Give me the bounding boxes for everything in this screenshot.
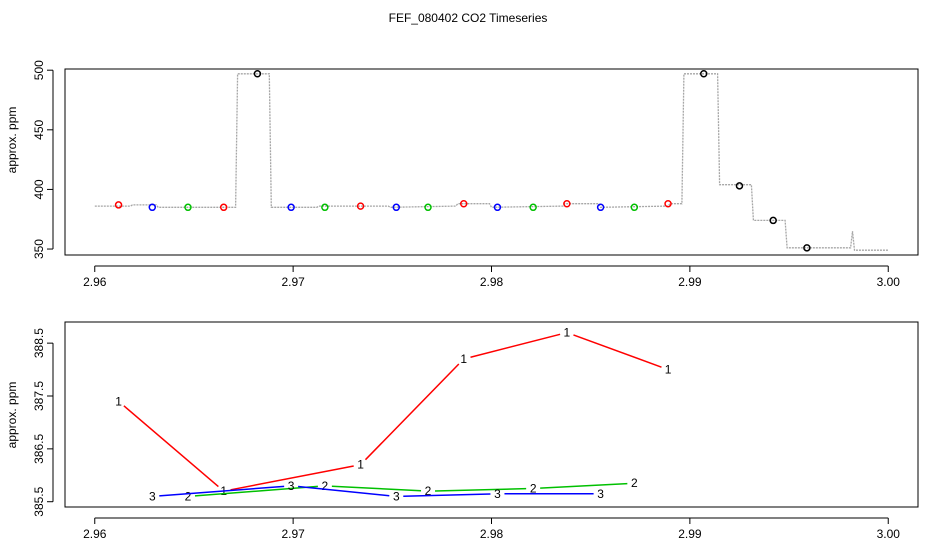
y-tick-label: 400	[32, 179, 46, 199]
series-point-label: 1	[665, 363, 672, 377]
panel-top-xaxis: 2.96 2.97 2.98 2.99 3.00	[83, 265, 901, 289]
y-tick-label: 386.5	[32, 434, 46, 464]
y-tick-label: 388.5	[32, 328, 46, 358]
panel-bottom-xaxis: 2.96 2.97 2.98 2.99 3.00	[83, 517, 901, 540]
sample-marker	[630, 203, 639, 212]
x-tick-label: 2.99	[678, 527, 702, 540]
series-segment	[194, 485, 318, 497]
sample-marker	[356, 202, 365, 210]
panel-bottom-series: 1111112222233333	[115, 326, 671, 504]
figure-title: FEF_080402 CO2 Timeseries	[389, 11, 548, 25]
x-tick-label: 2.96	[83, 275, 107, 289]
series-point-label: 1	[564, 326, 571, 340]
sample-marker	[287, 203, 295, 212]
series-segment	[298, 485, 390, 497]
series-point-label: 1	[357, 458, 364, 472]
series-point-label: 3	[288, 479, 295, 493]
panel-top-markers	[114, 70, 811, 252]
sample-marker	[392, 203, 401, 212]
panel-bottom-frame	[64, 321, 919, 508]
sample-marker	[321, 203, 329, 212]
panel-top-frame	[64, 68, 919, 256]
sample-marker	[596, 203, 605, 212]
series-point-label: 2	[631, 476, 638, 490]
series-segment	[434, 487, 527, 492]
sample-marker	[219, 203, 228, 212]
series-point-label: 1	[115, 394, 122, 408]
panel-top-ylabel: approx. ppm	[5, 107, 19, 174]
sample-marker	[148, 203, 157, 212]
series-point-label: 2	[425, 484, 432, 498]
series-2: 2 2 2 2 2	[185, 476, 638, 503]
x-tick-label: 2.98	[480, 527, 504, 540]
y-tick-label: 385.5	[32, 486, 46, 516]
series-point-label: 3	[494, 487, 501, 501]
series-point-label: 3	[149, 489, 156, 503]
series-point-label: 1	[460, 352, 467, 366]
y-tick-label: 450	[32, 119, 46, 139]
y-tick-label: 350	[32, 239, 46, 259]
series-point-label: 2	[185, 489, 192, 503]
series-3: 3 3 3 3 3	[149, 479, 604, 504]
series-point-label: 3	[597, 487, 604, 501]
sample-marker	[769, 216, 777, 225]
y-tick-label: 387.5	[32, 381, 46, 411]
sample-marker	[803, 244, 811, 252]
panel-bottom-yaxis: 385.5 386.5 387.5 388.5	[32, 328, 54, 517]
x-tick-label: 2.96	[83, 527, 107, 540]
co2-trace-line	[94, 73, 889, 251]
series-segment	[230, 465, 354, 491]
series-1: 111111	[115, 326, 671, 499]
series-segment	[159, 485, 285, 497]
sample-marker	[664, 199, 672, 208]
series-point-label: 3	[393, 489, 400, 503]
series-point-label: 2	[530, 482, 537, 496]
sample-marker	[184, 203, 192, 212]
panel-bottom: approx. ppm 2.96 2.97 2.98 2.99 3.00 385.538…	[5, 321, 919, 540]
series-segment	[331, 485, 422, 492]
sample-marker	[700, 70, 708, 78]
panel-top-trace	[94, 73, 889, 251]
series-segment	[123, 405, 219, 488]
panel-top: approx. ppm 2.96 2.97 2.98 2.99 3.00 350 400 4…	[5, 60, 919, 289]
series-segment	[540, 482, 628, 489]
x-tick-label: 3.00	[877, 527, 901, 540]
x-tick-label: 2.98	[480, 275, 504, 289]
sample-marker	[563, 199, 571, 208]
series-segment	[470, 333, 561, 358]
sample-marker	[424, 203, 432, 212]
panel-top-yaxis: 350 400 450 500	[32, 60, 54, 259]
x-tick-label: 2.97	[281, 275, 305, 289]
series-segment	[573, 334, 662, 368]
series-segment	[403, 493, 491, 497]
y-tick-label: 500	[32, 60, 46, 80]
sample-marker	[114, 201, 123, 209]
x-tick-label: 3.00	[877, 275, 901, 289]
x-tick-label: 2.99	[678, 275, 702, 289]
sample-marker	[735, 182, 744, 190]
x-tick-label: 2.97	[281, 527, 305, 540]
sample-marker	[253, 70, 262, 78]
sample-marker	[459, 199, 468, 208]
sample-marker	[493, 203, 502, 212]
sample-marker	[529, 203, 537, 212]
panel-bottom-ylabel: approx. ppm	[5, 382, 19, 449]
series-point-label: 2	[322, 479, 329, 493]
series-segment	[364, 363, 460, 461]
